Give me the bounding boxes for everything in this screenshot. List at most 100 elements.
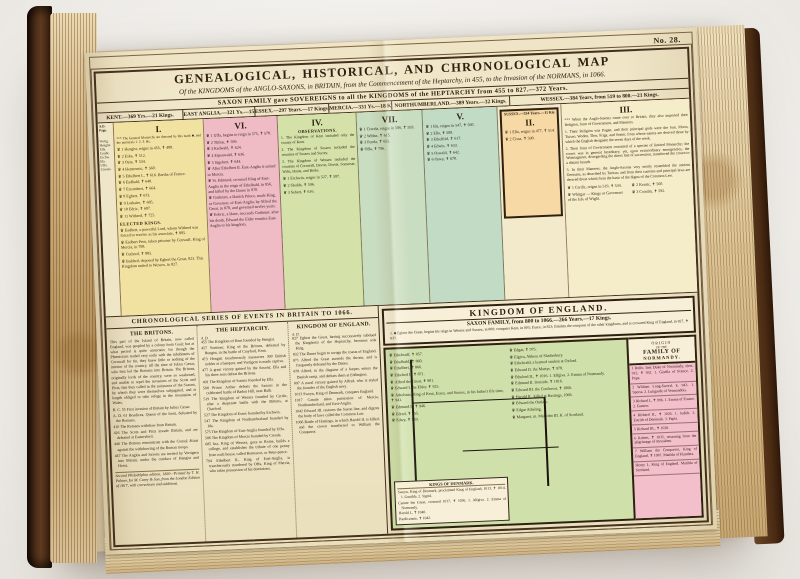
genealogy-entry: ♛2 Cissa, ✝ 590. (505, 134, 556, 141)
crown-icon: ♛ (206, 139, 210, 145)
chronology-section: CHRONOLOGICAL SERIES OF EVENTS IN BRITAI… (105, 305, 389, 546)
genealogy-chart: A.D. Page. Vortig. Hengist. Ella. Cerdic… (97, 98, 698, 318)
entry-text: 3 Redwald, ✝ 624. (211, 144, 242, 152)
entry-text: Alfred the Great, ✝ 901. (394, 377, 435, 384)
sussex-entries: ♛1 Ella, reigns in 477, ✝ 514. ♛2 Cissa,… (505, 127, 557, 141)
entry-text: Edmund II. Ironside, ✝ 1016. (515, 378, 563, 386)
column-essex: IV. OBSERVATIONS. 1. The Kingdom of Kent… (278, 112, 365, 309)
entry-text: Margaret, m. Malcolm III. K. of Scotland… (516, 411, 585, 419)
crown-icon: ♛ (510, 373, 515, 380)
entry-text: 2 Eska, ✝ 512. (121, 152, 146, 159)
crown-icon: ♛ (391, 404, 395, 410)
entry-text: Edgar Atheling. (516, 406, 542, 413)
entry-text: 9 Lothaire, ✝ 685. (123, 198, 154, 206)
kent-elected-entries: ♛Eadbert, a powerful Lord, whom Withred … (120, 224, 206, 268)
crown-icon: ♛ (116, 146, 121, 152)
entry-text: 3 Ceaulin, ✝ 592. (636, 187, 666, 194)
plate-number: No. 28. (653, 35, 681, 46)
crown-icon: ♛ (283, 189, 287, 195)
essex-observations: 1. The Kingdom of Kent included only the… (281, 133, 356, 174)
crown-icon: ♛ (389, 378, 394, 385)
entry-text: 4 Erpenwald, ✝ 636. (211, 151, 246, 158)
crown-icon: ♛ (206, 146, 211, 152)
normandy-column: ORIGIN OF THE FAMILY OF NORMANDY. 1 Roll… (628, 334, 704, 521)
observation-text: 2. The Kingdom of Sussex included the co… (281, 144, 355, 157)
entry-text: Whitgar — Kings or Governors of the Isle… (567, 189, 624, 202)
entry-text: Edward I. the Elder, ✝ 925. (394, 383, 440, 391)
chronology-entry: 794 Ethelbert II., King of East-Anglia, … (205, 455, 291, 473)
crown-icon: ♛ (117, 166, 122, 172)
crown-icon: ♛ (119, 206, 124, 212)
crown-icon: ♛ (391, 410, 396, 417)
wessex-entries: ♛1 Cerdic, reigns in 519, ✝ 534. ♛Whitga… (567, 180, 691, 202)
entry-text: 2 Titilus, ✝ 599. (210, 138, 238, 145)
column-mercia: VII. ♛1 Creoda, reigns in 586, ✝ 593. ♛2… (356, 109, 431, 306)
crown-icon: ♛ (567, 184, 571, 191)
england-chart-entries: ♛Ethelwulf, ✝ 857. ♛Ethelbald, ✝ 860. ♛E… (389, 343, 627, 426)
crown-icon: ♛ (390, 385, 395, 391)
entry-text: 10 Edric, ✝ 687. (123, 205, 152, 212)
crown-icon: ♛ (426, 157, 431, 163)
entry-text: Offa, ✝ 796. (364, 145, 386, 152)
crown-icon: ♛ (509, 367, 514, 373)
crown-icon: ♛ (389, 358, 393, 365)
mercia-entries: ♛1 Creoda, reigns in 586, ✝ 593. ♛2 Wibb… (359, 124, 422, 152)
crown-icon: ♛ (206, 152, 211, 159)
entry-text: 2 Sledda, ✝ 596. (287, 181, 315, 188)
genealogy-entry: ♛6 Oswy, ✝ 670. (427, 154, 497, 162)
entry-text: 1 Ida, reigns in 547, ✝ 560. (430, 121, 475, 129)
map-frame: GENEALOGICAL, HISTORICAL, AND CHRONOLOGI… (90, 43, 713, 551)
entry-text: 11 Withred, ✝ 725. (124, 212, 156, 219)
crown-icon: ♛ (511, 393, 515, 400)
crown-icon: ♛ (504, 136, 509, 142)
entry-text: Ethelwulf, ✝ 857. (393, 350, 423, 358)
crown-icon: ♛ (391, 417, 396, 423)
crown-icon: ♛ (511, 414, 516, 420)
wessex-observations: *** When the Anglo-Saxons came over to B… (564, 113, 690, 183)
column-kent: I. *** The General Monarchs are denoted … (113, 119, 212, 316)
entry-text: Gothrum, a Danish Prince, made King, or … (208, 192, 277, 211)
genealogy-entry: ♛St. Edmund, crowned King of East-Anglia… (208, 175, 278, 194)
chronology-entry: 1066 Battle of Hastings, in which Harold… (295, 417, 380, 435)
essex-entries: ♛1 Erchwin, reigns in 527, ✝ 587. ♛2 Sle… (283, 173, 357, 195)
crown-icon: ♛ (510, 380, 515, 386)
genealogy-entry: ♛Offa, ✝ 796. (360, 144, 422, 152)
crown-icon: ♛ (426, 150, 431, 156)
normandy-entries: 1 Rollo, first Duke of Normandy, elect. … (629, 362, 702, 519)
england-entries: 827 Egbert the Great, having successivel… (292, 333, 380, 436)
column-northumberland: V. ♛1 Ida, reigns in 547, ✝ 560. ♛2 Ella… (422, 106, 506, 303)
genealogy-entry: ♛3 Ceaulin, ✝ 592. (632, 187, 691, 195)
chronology-britons: THE BRITONS. This part of the Island of … (106, 325, 207, 546)
crown-icon: ♛ (282, 182, 287, 188)
margin-label: Creoda. (100, 167, 112, 172)
crown-icon: ♛ (117, 159, 122, 166)
sussex-header: SUSSEX.—334 Years.—11 Kings. (503, 110, 556, 117)
entry-text: Edmund I., ✝ 946. (395, 402, 427, 410)
entry-text: 4 Hermenric, ✝ 560. (122, 165, 156, 172)
crown-icon: ♛ (511, 400, 516, 406)
entry-text: Edgar, ✝ 975. (513, 346, 537, 353)
genealogy-entry: ♛Eohric, a Dane, succeeds Gothrum: after… (209, 209, 279, 227)
crown-icon: ♛ (116, 153, 121, 159)
crown-icon: ♛ (511, 407, 516, 413)
crown-icon: ♛ (631, 188, 636, 194)
crown-icon: ♛ (426, 137, 430, 143)
kings-of-denmark-box: KINGS OF DENMARK. Sweyn, King of Denmark… (394, 476, 510, 526)
crown-icon: ♛ (206, 159, 211, 165)
entry-text: Ethelbald, ✝ 860. (393, 357, 423, 364)
entry-text: Eohric, a Dane, succeeds Gothrum: after … (209, 209, 279, 228)
chronology-entry: 447 The Anglos and Saxons are invited by… (114, 450, 199, 468)
crown-icon: ♛ (119, 213, 124, 219)
crown-icon: ♛ (121, 251, 125, 257)
crown-icon: ♛ (388, 352, 393, 358)
crown-icon: ♛ (426, 143, 431, 149)
entry-text: 2 Wibba, ✝ 615. (363, 131, 391, 139)
entry-text: 4 Edwin, ✝ 633. (430, 142, 458, 149)
normandy-heading: ORIGIN OF THE FAMILY OF NORMANDY. (628, 336, 696, 366)
entry-text: 5 Oswald, ✝ 642. (431, 149, 460, 156)
entry-text: Ethelbert, ✝ 866. (394, 364, 423, 371)
kent-entries: ♛1 Hengist, reigns in 455, ✝ 488. ♛2 Esk… (117, 143, 205, 219)
crown-icon: ♛ (389, 365, 394, 371)
genealogy-line (462, 446, 559, 452)
